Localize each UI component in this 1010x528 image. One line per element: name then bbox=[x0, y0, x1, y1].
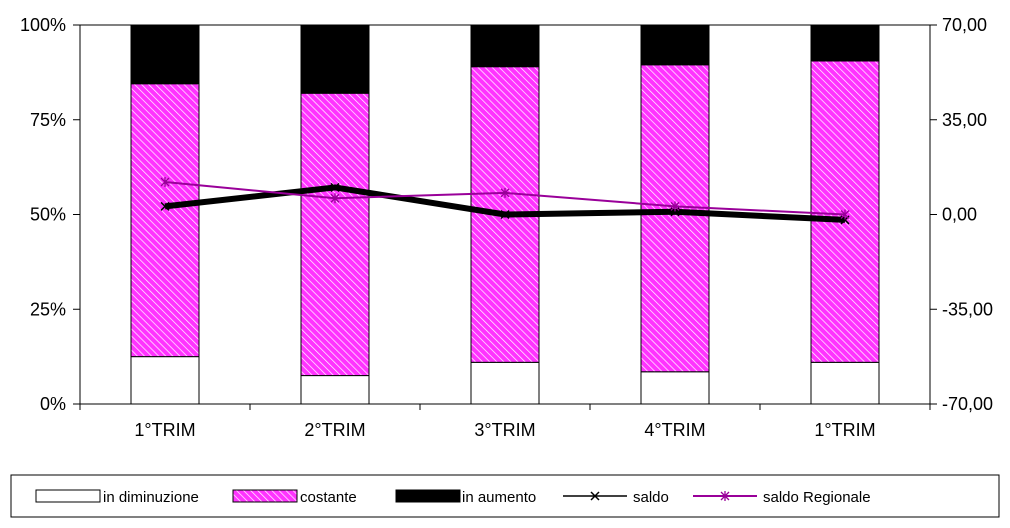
y-left-tick-label: 0% bbox=[40, 394, 66, 414]
legend: in diminuzione costante in aumento saldo sal… bbox=[10, 474, 1000, 518]
legend-swatch-in-diminuzione bbox=[35, 489, 101, 503]
y-left-tick-label: 50% bbox=[30, 205, 66, 225]
bar-segment-costante bbox=[640, 64, 710, 373]
bar-segment-in-aumento bbox=[470, 24, 540, 68]
legend-label-costante: costante bbox=[300, 489, 357, 506]
bar-segment-in-diminuzione bbox=[810, 361, 880, 405]
tick-labels: 0% 25% 50% 75% 100% -70,00 -35,00 0,00 35,00 70,0… bbox=[20, 15, 993, 440]
legend-label-saldo-Regionale: saldo Regionale bbox=[763, 489, 871, 506]
legend-swatch-costante bbox=[232, 489, 298, 503]
legend-label-saldo: saldo bbox=[633, 489, 669, 506]
legend-marker-saldo-Regionale bbox=[720, 491, 730, 501]
point-saldo bbox=[500, 209, 510, 220]
y-left-tick-label: 25% bbox=[30, 299, 66, 319]
y-right-tick-label: -70,00 bbox=[942, 394, 993, 414]
y-right-tick-label: -35,00 bbox=[942, 299, 993, 319]
point-saldo-Regionale bbox=[500, 187, 510, 198]
legend-marker-saldo bbox=[590, 491, 600, 501]
bar-segment-in-aumento bbox=[810, 24, 880, 62]
y-right-tick-label: 0,00 bbox=[942, 205, 977, 225]
x-tick-label: 1°TRIM bbox=[814, 420, 875, 440]
bars bbox=[130, 24, 880, 405]
bar-segment-in-diminuzione bbox=[300, 375, 370, 405]
legend-swatch-in-aumento bbox=[395, 489, 461, 503]
legend-label-in-diminuzione: in diminuzione bbox=[103, 489, 199, 506]
point-saldo-Regionale bbox=[670, 201, 680, 212]
y-left-tick-label: 100% bbox=[20, 15, 66, 35]
legend-box bbox=[10, 474, 1000, 518]
bar-segment-costante bbox=[130, 83, 200, 358]
bar-segment-in-diminuzione bbox=[640, 371, 710, 405]
legend-label-in-aumento: in aumento bbox=[462, 489, 536, 506]
point-saldo-Regionale bbox=[160, 177, 170, 188]
bar-segment-in-aumento bbox=[300, 24, 370, 94]
bar-segment-in-diminuzione bbox=[470, 361, 540, 405]
point-saldo-Regionale bbox=[840, 209, 850, 220]
bar-segment-in-aumento bbox=[640, 24, 710, 66]
bar-segment-costante bbox=[300, 92, 370, 377]
bar-segment-in-aumento bbox=[130, 24, 200, 85]
point-saldo-Regionale bbox=[330, 193, 340, 204]
x-tick-label: 2°TRIM bbox=[304, 420, 365, 440]
bar-segment-in-diminuzione bbox=[130, 356, 200, 405]
line-series bbox=[160, 177, 850, 225]
x-tick-label: 4°TRIM bbox=[644, 420, 705, 440]
x-tick-label: 3°TRIM bbox=[474, 420, 535, 440]
y-left-tick-label: 75% bbox=[30, 110, 66, 130]
point-saldo bbox=[160, 201, 170, 211]
x-tick-label: 1°TRIM bbox=[134, 420, 195, 440]
y-right-tick-label: 70,00 bbox=[942, 15, 987, 35]
point-saldo bbox=[330, 182, 340, 192]
y-right-tick-label: 35,00 bbox=[942, 110, 987, 130]
